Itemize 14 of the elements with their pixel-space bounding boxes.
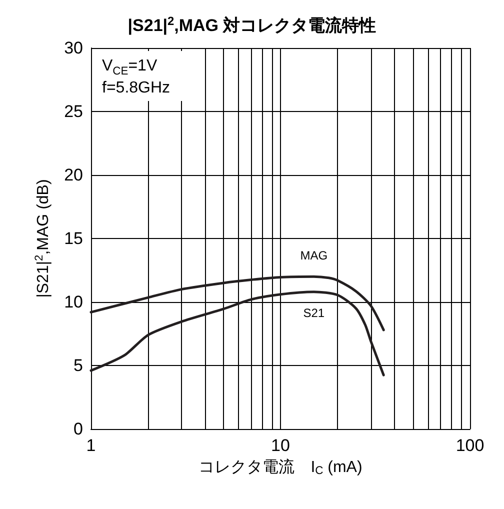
x-tick-label: 10 (271, 436, 290, 455)
y-tick-label: 0 (74, 420, 83, 438)
series-label: MAG (300, 248, 328, 263)
y-tick-label: 15 (64, 229, 83, 248)
series-label: S21 (303, 306, 325, 320)
y-tick-label: 20 (64, 166, 83, 184)
y-tick-label: 10 (64, 292, 83, 312)
annotation: f=5.8GHz (102, 80, 170, 96)
y-tick-label: 30 (64, 38, 83, 58)
y-tick-label: 5 (74, 356, 83, 375)
y-axis-title: |S21|2,MAG (dB) (34, 179, 52, 298)
x-tick-label: 1 (86, 436, 96, 455)
x-tick-label: 100 (456, 436, 484, 455)
y-tick-label: 25 (64, 102, 83, 121)
